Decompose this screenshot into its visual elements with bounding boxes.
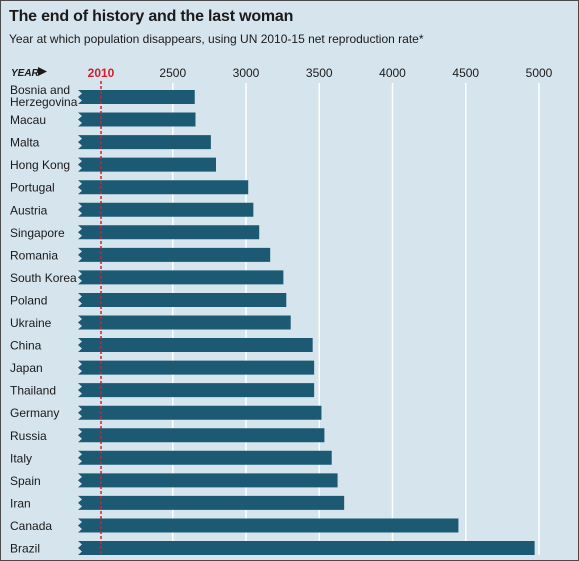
category-label: Spain: [10, 474, 41, 488]
bar: [78, 405, 322, 420]
bar: [78, 473, 338, 488]
bar: [78, 180, 249, 195]
bar: [78, 495, 345, 510]
category-label: Iran: [10, 496, 31, 510]
bar: [78, 202, 254, 217]
x-tick-label: 4000: [379, 66, 406, 80]
bar: [78, 383, 315, 398]
bar: [78, 315, 291, 330]
category-label: Hong Kong: [10, 158, 70, 172]
category-label: Canada: [10, 519, 52, 533]
x-tick-label: 3000: [233, 66, 260, 80]
category-label: Austria: [10, 203, 48, 217]
category-label: Ukraine: [10, 316, 52, 330]
category-label: Portugal: [10, 181, 55, 195]
x-tick-label: 4500: [452, 66, 479, 80]
category-label: Russia: [10, 429, 47, 443]
x-tick-label: 2010: [88, 66, 115, 80]
bar: [78, 247, 271, 262]
chart-subtitle: Year at which population disappears, usi…: [9, 32, 424, 46]
bar: [78, 360, 315, 375]
category-label: Bosnia and Herzegovina: [10, 83, 78, 109]
category-label: China: [10, 339, 42, 353]
bar: [78, 225, 260, 240]
category-label: Romania: [10, 248, 58, 262]
x-tick-label: 3500: [306, 66, 333, 80]
category-label: Macau: [10, 113, 46, 127]
bar: [78, 112, 196, 127]
bar: [78, 541, 535, 555]
bar: [78, 270, 284, 285]
bar: [78, 428, 325, 443]
category-label: Malta: [10, 136, 40, 150]
bar: [78, 338, 313, 353]
x-tick-label: 2500: [159, 66, 186, 80]
bar: [78, 450, 332, 465]
category-label: Brazil: [10, 542, 40, 556]
category-label: Italy: [10, 451, 32, 465]
category-label: Japan: [10, 361, 43, 375]
bar: [78, 157, 216, 172]
bar: [78, 90, 195, 104]
category-label: South Korea: [10, 271, 77, 285]
bar: [78, 135, 211, 150]
x-axis-label: YEAR: [11, 68, 40, 79]
right-arrow-icon: [38, 67, 47, 76]
bar: [78, 518, 459, 533]
category-label: Germany: [10, 406, 59, 420]
category-label: Thailand: [10, 384, 56, 398]
bar: [78, 292, 287, 307]
category-label: Poland: [10, 293, 47, 307]
category-label: Singapore: [10, 226, 65, 240]
chart-title: The end of history and the last woman: [9, 8, 294, 25]
x-tick-label: 5000: [526, 66, 553, 80]
